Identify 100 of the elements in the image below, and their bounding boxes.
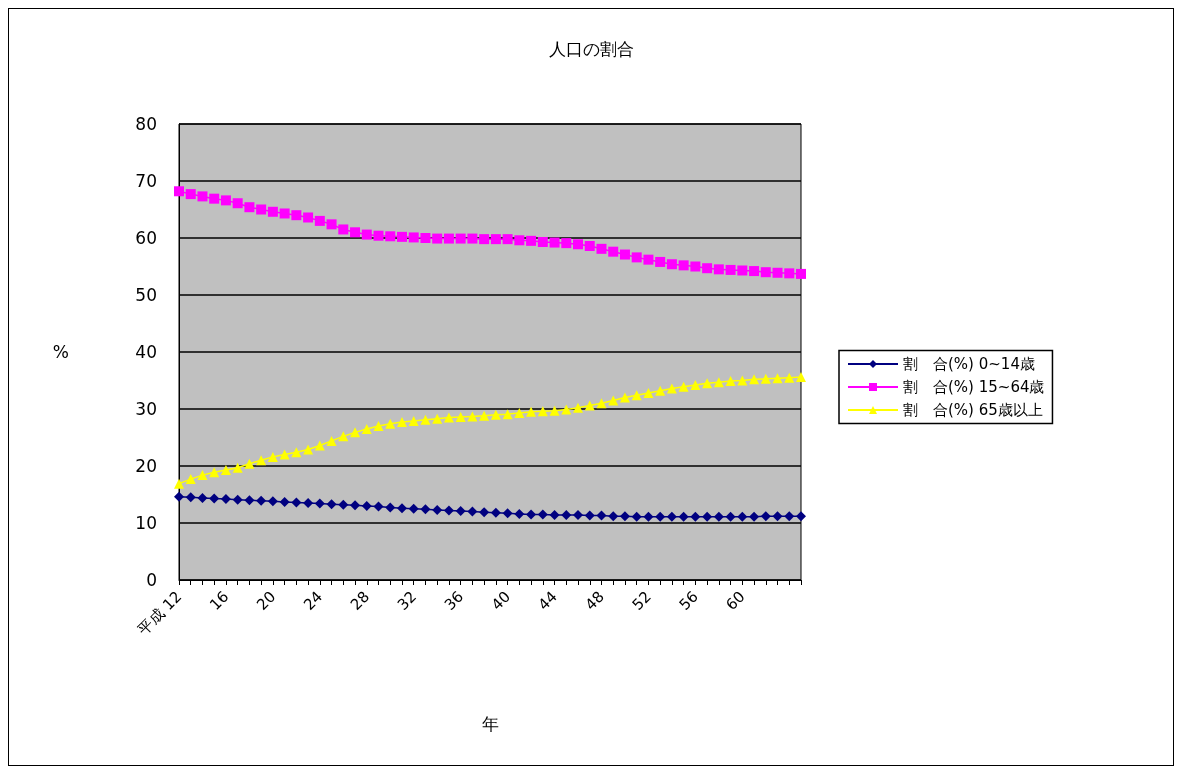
point bbox=[713, 377, 724, 388]
point bbox=[303, 212, 314, 223]
x-axis-title: 年 bbox=[481, 713, 499, 734]
point bbox=[561, 238, 572, 249]
x-tick-label: 平成 12 bbox=[134, 587, 186, 639]
point bbox=[655, 256, 666, 267]
point bbox=[702, 511, 713, 522]
point bbox=[361, 229, 372, 240]
point bbox=[737, 511, 748, 522]
point bbox=[713, 511, 724, 522]
point bbox=[350, 500, 361, 511]
point bbox=[749, 266, 760, 277]
point bbox=[772, 267, 783, 278]
point bbox=[619, 392, 630, 403]
point bbox=[185, 189, 196, 200]
point bbox=[796, 268, 806, 279]
point bbox=[326, 219, 337, 230]
point bbox=[467, 411, 478, 422]
point bbox=[584, 400, 595, 411]
point bbox=[479, 507, 490, 518]
point bbox=[596, 243, 607, 254]
point bbox=[631, 252, 642, 263]
point bbox=[796, 511, 806, 522]
point bbox=[303, 498, 314, 509]
point bbox=[561, 404, 572, 415]
point bbox=[655, 511, 666, 522]
point bbox=[678, 381, 689, 392]
point bbox=[526, 406, 537, 417]
point bbox=[408, 232, 419, 243]
point bbox=[784, 372, 795, 383]
y-tick-label: 20 bbox=[135, 456, 157, 476]
point bbox=[174, 491, 184, 502]
point bbox=[267, 496, 278, 507]
point bbox=[514, 407, 525, 418]
point bbox=[643, 388, 654, 399]
point bbox=[479, 410, 490, 421]
point bbox=[596, 398, 607, 409]
point bbox=[608, 246, 619, 257]
point bbox=[549, 405, 560, 416]
point bbox=[561, 510, 572, 521]
point bbox=[596, 510, 607, 521]
x-tick-label: 24 bbox=[299, 587, 327, 614]
point bbox=[713, 264, 724, 275]
point bbox=[666, 383, 677, 394]
point bbox=[232, 198, 243, 209]
x-tick-label: 52 bbox=[628, 587, 655, 614]
chart-title: 人口の割合 bbox=[548, 38, 634, 59]
point bbox=[244, 202, 255, 213]
legend-label: 割 合(%) 15~64歳 bbox=[903, 378, 1045, 396]
point bbox=[514, 235, 525, 246]
x-tick-label: 48 bbox=[581, 587, 608, 614]
point bbox=[256, 455, 267, 466]
point bbox=[197, 492, 208, 503]
point bbox=[209, 467, 220, 478]
y-tick-label: 10 bbox=[135, 513, 157, 533]
point bbox=[502, 234, 513, 245]
point bbox=[737, 375, 748, 386]
point bbox=[573, 402, 584, 413]
point bbox=[279, 496, 290, 507]
point bbox=[350, 227, 361, 238]
point bbox=[385, 418, 396, 429]
point bbox=[760, 511, 771, 522]
point bbox=[725, 376, 736, 387]
point bbox=[432, 233, 443, 244]
point bbox=[420, 233, 431, 243]
point bbox=[373, 230, 384, 241]
point bbox=[396, 503, 407, 514]
point bbox=[209, 193, 220, 204]
point bbox=[338, 224, 349, 235]
point bbox=[573, 239, 584, 250]
point bbox=[619, 511, 630, 522]
point bbox=[256, 204, 267, 215]
point bbox=[702, 263, 713, 274]
y-tick-label: 40 bbox=[135, 342, 157, 362]
point bbox=[526, 235, 537, 246]
point bbox=[643, 511, 654, 522]
point bbox=[385, 231, 396, 242]
point bbox=[643, 254, 654, 265]
point bbox=[373, 501, 384, 512]
x-tick-label: 44 bbox=[534, 587, 561, 614]
point bbox=[232, 494, 243, 505]
point bbox=[772, 373, 783, 384]
point bbox=[784, 268, 795, 279]
point bbox=[760, 267, 771, 278]
point bbox=[291, 497, 302, 508]
legend-label: 割 合(%) 65歳以上 bbox=[903, 401, 1043, 419]
point bbox=[291, 447, 302, 458]
point bbox=[690, 261, 701, 272]
point bbox=[361, 423, 372, 434]
point bbox=[326, 499, 337, 510]
point bbox=[760, 373, 771, 384]
legend-label: 割 合(%) 0~14歳 bbox=[903, 355, 1035, 373]
point bbox=[174, 186, 184, 197]
point bbox=[784, 511, 795, 522]
point bbox=[655, 385, 666, 396]
point bbox=[749, 511, 760, 522]
point bbox=[467, 506, 478, 517]
point bbox=[396, 231, 407, 242]
point bbox=[678, 260, 689, 271]
y-tick-label: 50 bbox=[135, 285, 157, 305]
